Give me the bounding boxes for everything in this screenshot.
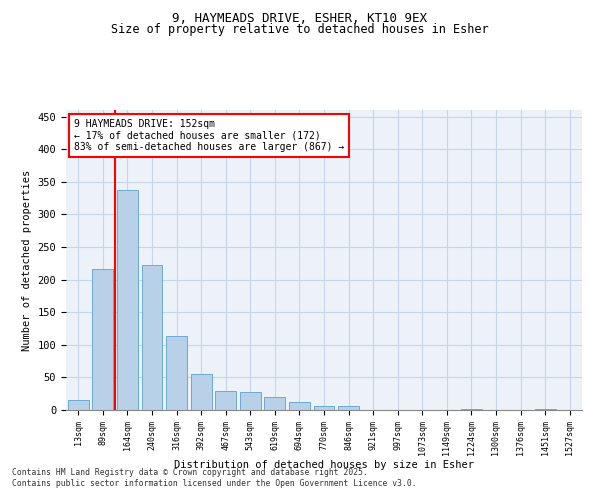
- Y-axis label: Number of detached properties: Number of detached properties: [22, 170, 32, 350]
- Bar: [215, 391, 236, 410]
- Text: 9, HAYMEADS DRIVE, ESHER, KT10 9EX: 9, HAYMEADS DRIVE, ESHER, KT10 9EX: [173, 12, 427, 26]
- Text: Contains HM Land Registry data © Crown copyright and database right 2025.
Contai: Contains HM Land Registry data © Crown c…: [12, 468, 416, 487]
- Bar: [117, 190, 138, 410]
- Text: Size of property relative to detached houses in Esher: Size of property relative to detached ho…: [111, 22, 489, 36]
- Bar: [338, 406, 359, 410]
- Bar: [142, 265, 163, 410]
- Bar: [166, 336, 187, 410]
- Bar: [535, 408, 556, 410]
- Bar: [461, 408, 482, 410]
- Bar: [92, 269, 113, 410]
- Bar: [240, 392, 261, 410]
- Bar: [265, 397, 286, 410]
- X-axis label: Distribution of detached houses by size in Esher: Distribution of detached houses by size …: [174, 460, 474, 470]
- Bar: [289, 402, 310, 410]
- Text: 9 HAYMEADS DRIVE: 152sqm
← 17% of detached houses are smaller (172)
83% of semi-: 9 HAYMEADS DRIVE: 152sqm ← 17% of detach…: [74, 119, 344, 152]
- Bar: [68, 400, 89, 410]
- Bar: [314, 406, 334, 410]
- Bar: [191, 374, 212, 410]
